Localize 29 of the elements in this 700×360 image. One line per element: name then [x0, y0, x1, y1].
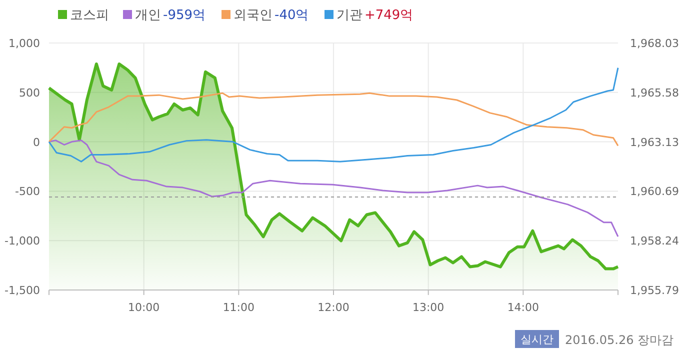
line-series [48, 92, 619, 146]
text: 실시간 [520, 333, 554, 346]
x-tick-label: 14:00 [507, 301, 540, 314]
legend-label: 외국인 [234, 8, 272, 23]
y2-tick-label: 1,958.24 [630, 234, 679, 248]
y-tick-label: 0 [33, 136, 40, 149]
x-tick-label: 13:00 [412, 301, 444, 314]
y2-tick-label: 1,955.79 [630, 284, 679, 297]
y-tick-label: 500 [19, 86, 40, 100]
y-tick-label: 1,000 [8, 37, 40, 50]
text: 2016.05.26 장마감 [565, 333, 674, 347]
y2-tick-label: 1,960.69 [630, 185, 679, 198]
line-series [48, 67, 619, 162]
y-tick-label: -500 [15, 185, 40, 198]
text: -959억 [163, 8, 206, 23]
y2-tick-label: 1,965.58 [630, 86, 679, 100]
y2-tick-label: 1,968.03 [630, 37, 679, 50]
y-tick-label: -1,000 [4, 234, 40, 248]
legend-label: 개인 [135, 8, 161, 23]
text: -40억 [274, 8, 309, 23]
text: +749억 [364, 8, 414, 23]
legend-label: 코스피 [70, 8, 109, 23]
legend-label: 기관 [336, 8, 362, 23]
x-tick-label: 12:00 [318, 301, 350, 314]
line-series [48, 140, 619, 238]
x-tick-label: 11:00 [222, 301, 255, 314]
y-tick-label: -1,500 [4, 284, 40, 297]
y2-tick-label: 1,963.13 [630, 136, 679, 149]
x-tick-label: 10:00 [128, 301, 160, 314]
